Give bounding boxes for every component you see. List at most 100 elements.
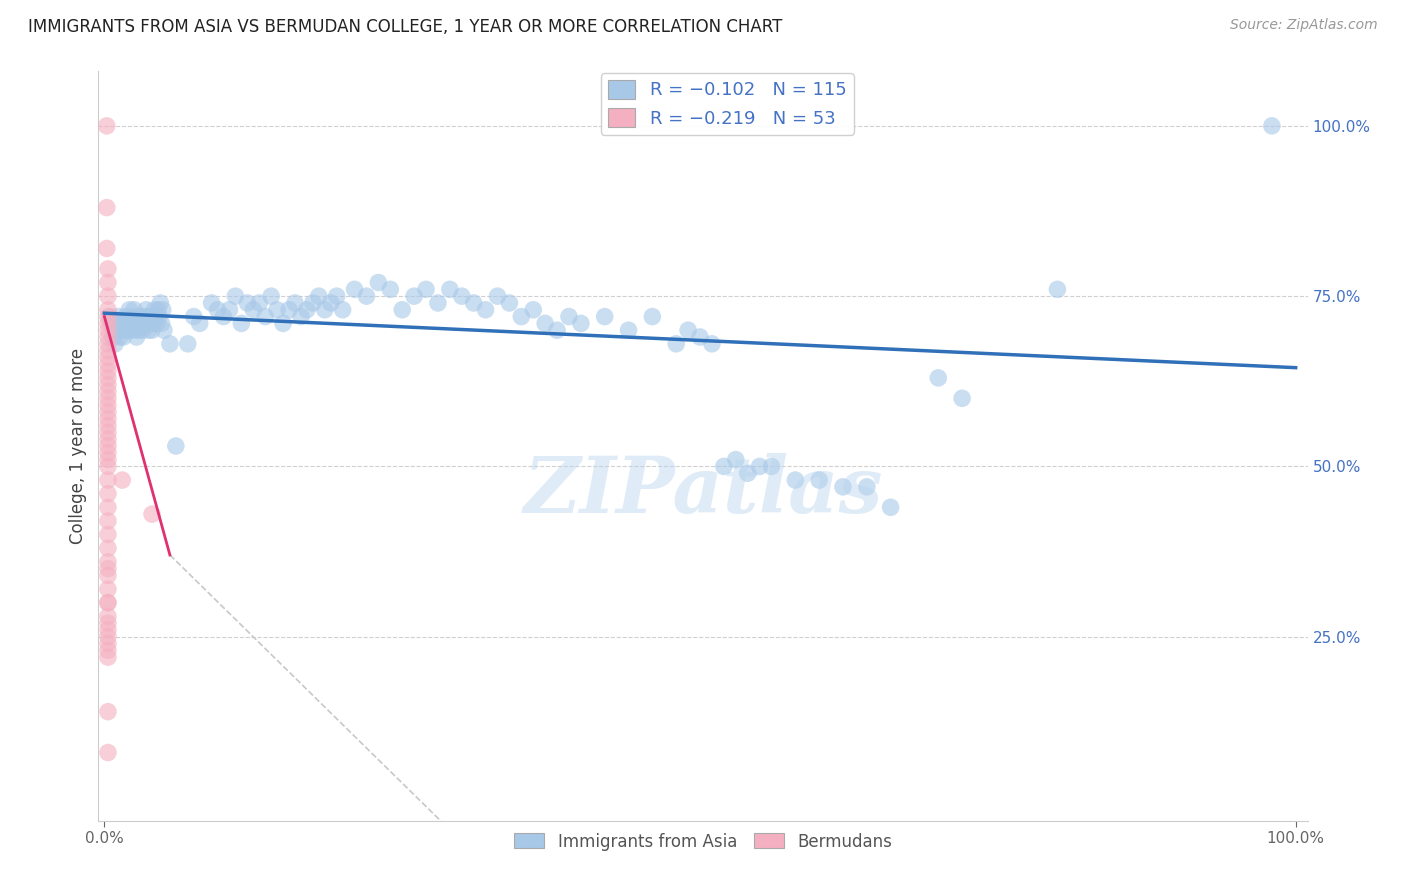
Point <box>97 609 120 624</box>
Point <box>450 289 472 303</box>
Text: ZIPatlas: ZIPatlas <box>523 453 883 529</box>
Point <box>617 323 640 337</box>
Point <box>522 302 544 317</box>
Point <box>332 302 354 317</box>
Point <box>247 296 270 310</box>
Point <box>97 555 120 569</box>
Point <box>97 377 120 392</box>
Point <box>356 289 378 303</box>
Point <box>832 480 855 494</box>
Point <box>98 310 121 324</box>
Point <box>97 276 120 290</box>
Point <box>97 289 120 303</box>
Point <box>236 296 259 310</box>
Point <box>97 514 120 528</box>
Point <box>138 317 160 331</box>
Point <box>122 317 145 331</box>
Point <box>104 336 127 351</box>
Point <box>367 276 389 290</box>
Text: IMMIGRANTS FROM ASIA VS BERMUDAN COLLEGE, 1 YEAR OR MORE CORRELATION CHART: IMMIGRANTS FROM ASIA VS BERMUDAN COLLEGE… <box>28 18 783 36</box>
Point <box>135 302 157 317</box>
Point <box>569 317 592 331</box>
Point <box>97 636 120 650</box>
Point <box>96 119 118 133</box>
Point <box>110 317 132 331</box>
Legend: Immigrants from Asia, Bermudans: Immigrants from Asia, Bermudans <box>508 826 898 857</box>
Point <box>97 500 120 515</box>
Point <box>558 310 581 324</box>
Point <box>97 330 120 344</box>
Point <box>439 282 461 296</box>
Point <box>808 473 831 487</box>
Point <box>486 289 509 303</box>
Point <box>114 310 136 324</box>
Point <box>97 323 120 337</box>
Point <box>97 418 120 433</box>
Point <box>111 323 134 337</box>
Point <box>641 310 664 324</box>
Point <box>510 310 533 324</box>
Point <box>534 317 557 331</box>
Point <box>1261 119 1284 133</box>
Point <box>242 302 264 317</box>
Point <box>97 486 120 500</box>
Point <box>107 323 129 337</box>
Point <box>131 317 153 331</box>
Point <box>115 323 138 337</box>
Point <box>139 310 162 324</box>
Point <box>302 296 325 310</box>
Point <box>665 336 688 351</box>
Point <box>97 473 120 487</box>
Point <box>97 446 120 460</box>
Point <box>713 459 735 474</box>
Point <box>748 459 770 474</box>
Point <box>97 317 120 331</box>
Point <box>141 507 163 521</box>
Point <box>97 371 120 385</box>
Point <box>121 310 143 324</box>
Point <box>700 336 723 351</box>
Point <box>97 568 120 582</box>
Point <box>97 310 120 324</box>
Point <box>879 500 901 515</box>
Point <box>143 302 166 317</box>
Point <box>97 351 120 365</box>
Point <box>950 392 973 406</box>
Point <box>129 310 152 324</box>
Point <box>97 364 120 378</box>
Point <box>134 317 156 331</box>
Point <box>150 317 173 331</box>
Point <box>146 317 169 331</box>
Point <box>97 261 120 276</box>
Point <box>153 323 176 337</box>
Point <box>97 527 120 541</box>
Point <box>111 473 134 487</box>
Point <box>314 302 336 317</box>
Point <box>165 439 187 453</box>
Point <box>391 302 413 317</box>
Point <box>105 317 128 331</box>
Point <box>97 384 120 399</box>
Point <box>97 425 120 440</box>
Point <box>474 302 496 317</box>
Point <box>142 317 165 331</box>
Point <box>101 330 124 344</box>
Point <box>319 296 342 310</box>
Point <box>546 323 568 337</box>
Point <box>97 392 120 406</box>
Point <box>463 296 485 310</box>
Point <box>145 310 167 324</box>
Point <box>97 459 120 474</box>
Point <box>136 310 159 324</box>
Point <box>120 323 142 337</box>
Point <box>856 480 879 494</box>
Point <box>927 371 949 385</box>
Point <box>124 323 146 337</box>
Point <box>271 317 294 331</box>
Point <box>100 317 122 331</box>
Point <box>1046 282 1069 296</box>
Point <box>152 302 174 317</box>
Point <box>97 596 120 610</box>
Point <box>97 596 120 610</box>
Point <box>207 302 229 317</box>
